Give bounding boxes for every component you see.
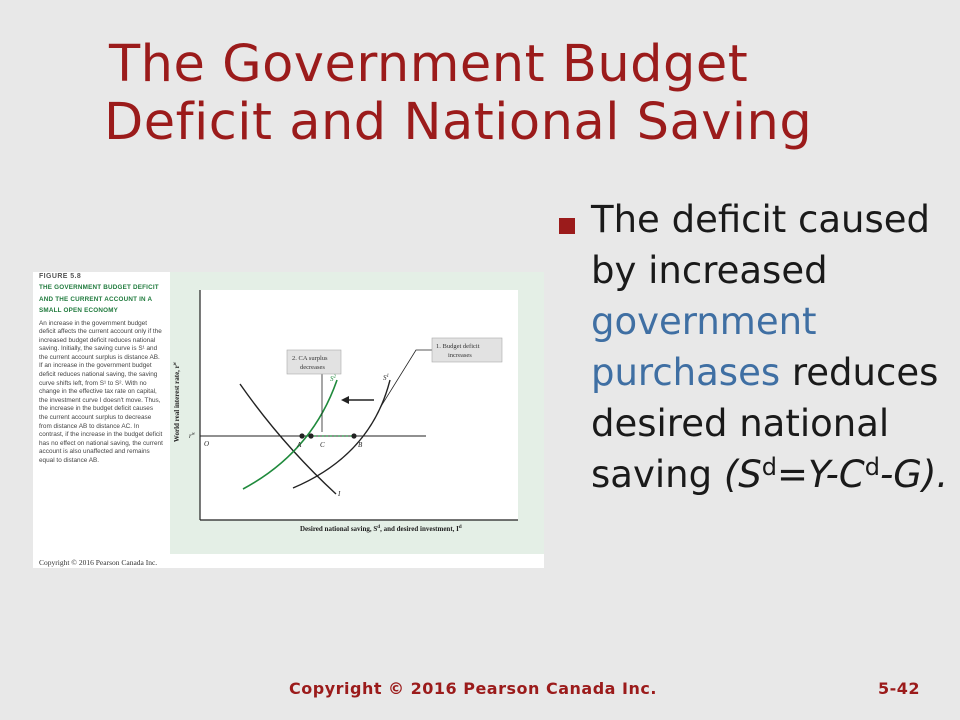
callout-deficit-line-1: 1. Budget deficit	[436, 343, 480, 350]
bullet-highlight: government purchases	[591, 300, 817, 394]
bullet-text-part-2: reduces desired national saving	[591, 351, 939, 496]
saving-investment-diagram: 2. CA surplus decreases 1. Budget defici…	[173, 290, 518, 533]
saving-curve-s1	[292, 379, 391, 489]
rate-label: rw	[189, 432, 196, 440]
curve-s1-label: S1	[383, 374, 389, 382]
plot-area	[200, 290, 518, 520]
callout-deficit-leader	[379, 349, 432, 409]
slide-title-line-2: Deficit and National Saving	[104, 93, 813, 152]
investment-curve	[239, 383, 337, 495]
y-axis-title: World real interest rate, rw	[173, 361, 181, 442]
figure-number: FIGURE 5.8	[39, 273, 82, 280]
figure-5-8: FIGURE 5.8 THE GOVERNMENT BUDGET DEFICIT…	[33, 272, 544, 568]
curve-i-label: I	[337, 490, 341, 498]
callout-deficit-line-2: increases	[448, 352, 472, 359]
graph-panel: 2. CA surplus decreases 1. Budget defici…	[170, 272, 544, 554]
x-axis-title: Desired national saving, Sd, and desired…	[300, 525, 462, 533]
point-c-dot	[308, 433, 314, 439]
square-bullet-icon	[559, 218, 575, 234]
saving-curve-s2	[242, 379, 338, 490]
point-a-label: A	[296, 441, 302, 449]
bullet-item: The deficit caused by increased governme…	[591, 194, 951, 500]
point-a-dot	[299, 433, 305, 439]
callout-ca-line-1: 2. CA surplus	[292, 355, 328, 362]
callout-ca-box	[286, 349, 342, 375]
figure-copyright: Copyright © 2016 Pearson Canada Inc.	[39, 558, 158, 567]
curve-s2-label: S2	[330, 375, 337, 383]
figure-description: An increase in the government budget def…	[39, 319, 163, 465]
point-b-dot	[351, 433, 357, 439]
page-number: 5-42	[878, 679, 921, 698]
point-c-label: C	[320, 441, 325, 449]
point-b-label: B	[358, 441, 363, 449]
origin-label: O	[204, 440, 209, 448]
callout-deficit-box	[431, 337, 503, 363]
slide-title: The Government Budget Deficit and Nation…	[104, 36, 944, 152]
bullet-formula: (Sd=Y-Cd-G).	[723, 453, 949, 496]
figure-caption: FIGURE 5.8 THE GOVERNMENT BUDGET DEFICIT…	[39, 272, 163, 466]
slide-title-line-1: The Government Budget	[109, 35, 749, 94]
shift-arrowhead	[341, 396, 349, 404]
callout-ca-line-2: decreases	[300, 364, 325, 371]
bullet-text-part-1: The deficit caused by increased	[591, 198, 931, 292]
footer-copyright: Copyright © 2016 Pearson Canada Inc.	[289, 679, 657, 698]
figure-title: THE GOVERNMENT BUDGET DEFICIT AND THE CU…	[39, 284, 159, 314]
